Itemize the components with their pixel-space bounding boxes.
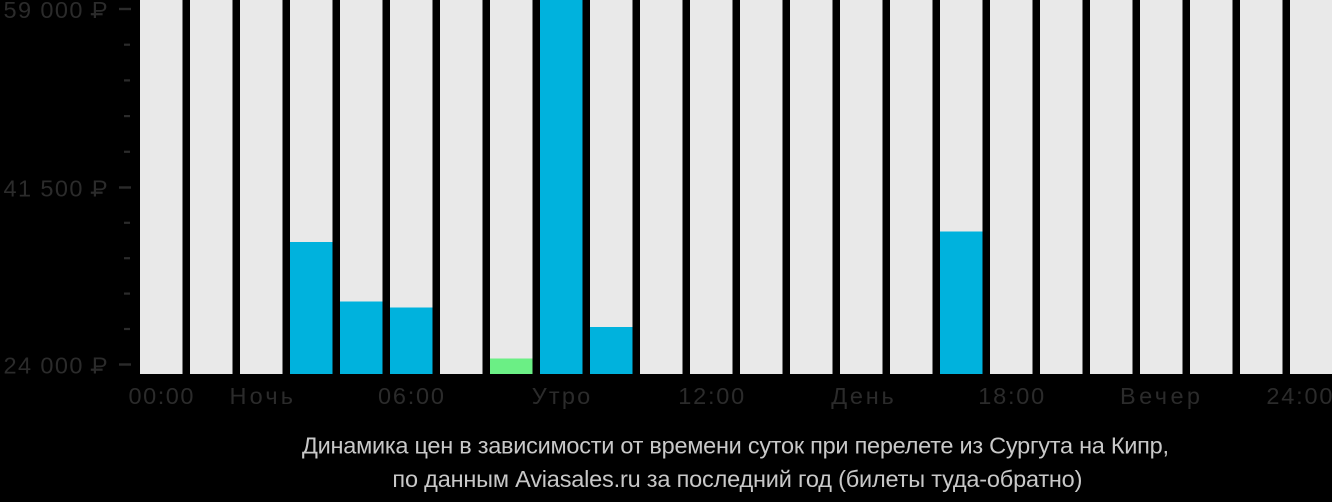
svg-text:по данным Aviasales.ru за посл: по данным Aviasales.ru за последний год … [392, 466, 1082, 492]
svg-text:00:00: 00:00 [129, 383, 194, 409]
svg-text:12:00: 12:00 [678, 383, 744, 409]
svg-text:Утро: Утро [532, 383, 591, 409]
svg-text:59 000 Р: 59 000 Р [4, 0, 108, 23]
svg-text:День: День [831, 383, 894, 409]
svg-text:06:00: 06:00 [378, 383, 444, 409]
svg-text:24:00: 24:00 [1266, 383, 1332, 409]
svg-text:Динамика цен в зависимости от: Динамика цен в зависимости от времени су… [302, 433, 1169, 459]
svg-text:Ночь: Ночь [230, 383, 294, 409]
svg-text:24 000 Р: 24 000 Р [4, 353, 108, 379]
svg-text:Вечер: Вечер [1120, 383, 1200, 409]
svg-text:18:00: 18:00 [978, 383, 1044, 409]
svg-text:41 500 Р: 41 500 Р [4, 176, 108, 202]
